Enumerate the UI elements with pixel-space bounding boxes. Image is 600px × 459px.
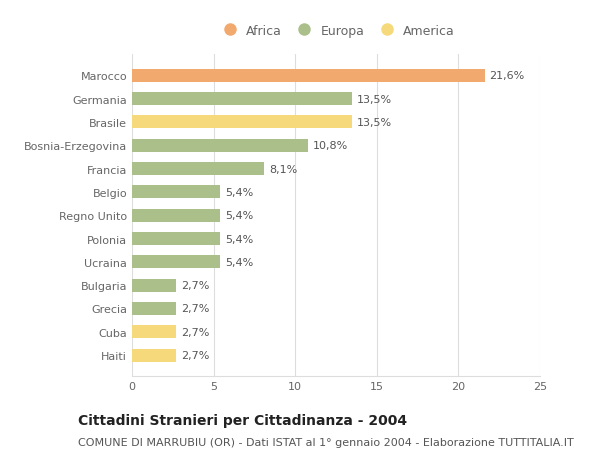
Bar xyxy=(132,326,176,338)
Text: Cittadini Stranieri per Cittadinanza - 2004: Cittadini Stranieri per Cittadinanza - 2… xyxy=(78,414,407,428)
Text: COMUNE DI MARRUBIU (OR) - Dati ISTAT al 1° gennaio 2004 - Elaborazione TUTTITALI: COMUNE DI MARRUBIU (OR) - Dati ISTAT al … xyxy=(78,437,574,447)
Text: 5,4%: 5,4% xyxy=(225,211,253,221)
Bar xyxy=(132,93,352,106)
Bar xyxy=(132,116,352,129)
Text: 13,5%: 13,5% xyxy=(357,118,392,128)
Bar xyxy=(132,349,176,362)
Bar xyxy=(132,186,220,199)
Bar xyxy=(132,302,176,315)
Text: 21,6%: 21,6% xyxy=(490,71,524,81)
Legend: Africa, Europa, America: Africa, Europa, America xyxy=(212,20,460,43)
Text: 5,4%: 5,4% xyxy=(225,187,253,197)
Bar xyxy=(132,209,220,222)
Text: 2,7%: 2,7% xyxy=(181,280,209,291)
Text: 5,4%: 5,4% xyxy=(225,257,253,267)
Text: 5,4%: 5,4% xyxy=(225,234,253,244)
Bar xyxy=(132,233,220,246)
Bar xyxy=(132,140,308,152)
Text: 2,7%: 2,7% xyxy=(181,327,209,337)
Text: 2,7%: 2,7% xyxy=(181,350,209,360)
Text: 13,5%: 13,5% xyxy=(357,95,392,104)
Text: 8,1%: 8,1% xyxy=(269,164,298,174)
Text: 2,7%: 2,7% xyxy=(181,304,209,314)
Bar xyxy=(132,256,220,269)
Bar xyxy=(132,163,264,176)
Bar xyxy=(132,279,176,292)
Bar xyxy=(132,70,485,83)
Text: 10,8%: 10,8% xyxy=(313,141,349,151)
